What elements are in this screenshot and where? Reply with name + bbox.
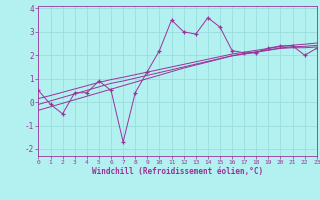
X-axis label: Windchill (Refroidissement éolien,°C): Windchill (Refroidissement éolien,°C) [92, 167, 263, 176]
